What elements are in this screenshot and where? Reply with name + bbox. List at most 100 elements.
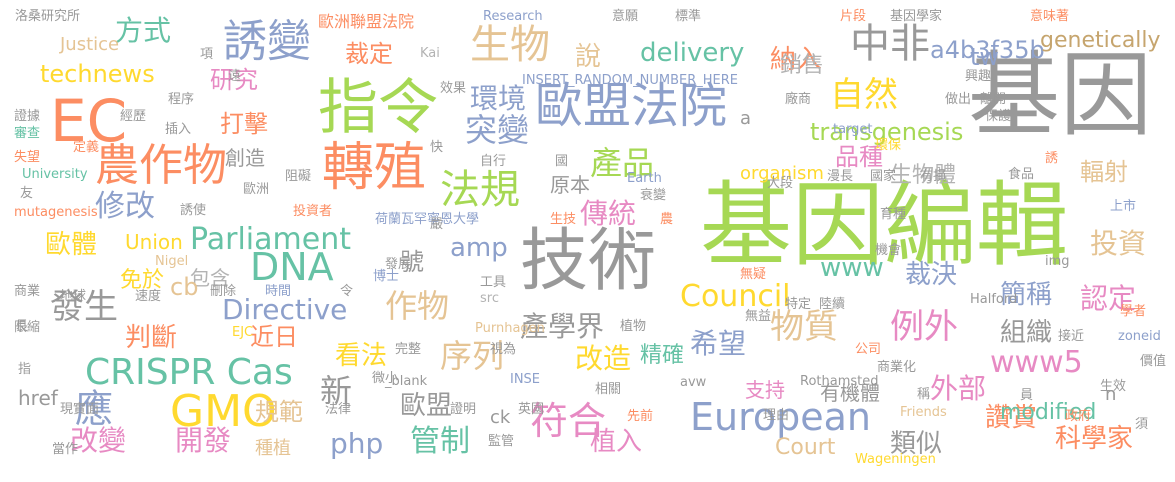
cloud-word: 應: [75, 387, 114, 431]
cloud-word: Parliament: [190, 222, 351, 257]
cloud-word: 做出: [945, 92, 972, 107]
cloud-word: 程序: [168, 92, 195, 107]
cloud-word: 簡稱: [1000, 280, 1053, 310]
cloud-word: 經歷: [120, 109, 147, 124]
cloud-word: 須: [1135, 417, 1149, 432]
cloud-word: php: [330, 427, 384, 460]
cloud-word: 食品: [1008, 167, 1035, 182]
cloud-word: Justice: [60, 34, 120, 55]
cloud-word: 洛桑研究所: [15, 9, 81, 24]
cloud-word: 先前: [627, 409, 654, 424]
cloud-word: Kai: [420, 46, 440, 61]
cloud-word: European: [690, 395, 872, 439]
cloud-word: 說: [575, 42, 602, 72]
cloud-word: Research: [483, 9, 543, 24]
cloud-word: 失望: [14, 150, 41, 165]
cloud-word: 插入: [165, 122, 192, 137]
cloud-word: 裁定: [345, 40, 393, 68]
cloud-word: 法律: [325, 402, 352, 417]
cloud-word: 產學界: [520, 310, 605, 343]
cloud-word: 判斷: [125, 323, 178, 353]
cloud-word: 支持: [745, 378, 785, 402]
cloud-word: 生物: [470, 22, 550, 68]
cloud-word: INSE: [510, 372, 541, 387]
cloud-word: 刪除: [210, 284, 237, 299]
cloud-word: 類似: [890, 429, 943, 459]
cloud-word: 方式: [115, 14, 172, 47]
cloud-word: 生技: [550, 212, 577, 227]
cloud-word: 商業化: [877, 360, 917, 375]
cloud-word: 技術: [520, 222, 657, 301]
cloud-word: 保護: [985, 109, 1012, 124]
cloud-word: 打擊: [220, 110, 268, 138]
cloud-word: cb: [170, 273, 199, 301]
cloud-word: 誘使: [180, 203, 207, 218]
cloud-word: 誘變: [223, 16, 311, 67]
cloud-word: 理由: [763, 408, 790, 423]
cloud-word: 意願: [612, 9, 639, 24]
cloud-word: 項: [200, 47, 214, 62]
cloud-word: 原本: [550, 173, 590, 197]
cloud-word: technews: [40, 60, 155, 88]
cloud-word: amp: [450, 233, 508, 263]
cloud-word: transgenesis: [810, 118, 964, 146]
cloud-word: 地球: [60, 289, 87, 304]
cloud-word: 基因編輯: [700, 172, 1069, 279]
cloud-word: INSERT_RANDOM_NUMBER_HERE: [522, 73, 738, 88]
cloud-word: 讚賞: [985, 403, 1038, 433]
cloud-word: 歐洲: [243, 182, 270, 197]
cloud-word: Purnhagen: [475, 321, 545, 336]
cloud-word: 投資者: [293, 204, 333, 219]
cloud-word: 免於: [120, 268, 165, 293]
cloud-word: University: [22, 167, 88, 182]
cloud-word: 員: [1020, 388, 1034, 403]
cloud-word: 速度: [135, 289, 162, 304]
cloud-word: avw: [680, 375, 707, 390]
cloud-word: zoneid: [1118, 329, 1161, 344]
cloud-word: Union: [125, 230, 183, 254]
cloud-word: 認定: [1080, 282, 1137, 315]
cloud-word: 改造: [575, 342, 632, 375]
cloud-word: 有機體: [820, 381, 880, 405]
cloud-word: 當作: [52, 442, 79, 457]
cloud-word: 限縮: [14, 320, 41, 335]
cloud-word: 植物: [620, 319, 647, 334]
cloud-word: 育種: [880, 207, 907, 222]
cloud-word: src: [480, 291, 499, 306]
cloud-word: 作物: [385, 287, 450, 325]
cloud-word: 離開: [980, 92, 1007, 107]
cloud-word: 環保: [875, 138, 902, 153]
cloud-word: 改變: [70, 424, 127, 457]
cloud-word: 物質: [770, 307, 838, 347]
cloud-word: 定義: [73, 140, 100, 155]
cloud-word: Court: [775, 435, 836, 460]
cloud-word: 陸續: [819, 297, 846, 312]
cloud-word: 符合: [530, 399, 607, 443]
cloud-word: 意味著: [1030, 9, 1070, 24]
cloud-word: target: [833, 122, 873, 137]
cloud-word: 歐盟: [400, 391, 453, 421]
cloud-word: 歐洲聯盟法院: [318, 12, 415, 31]
cloud-word: href: [18, 386, 58, 410]
cloud-word: a: [740, 108, 752, 129]
cloud-word: 荷蘭瓦罕寧恩大學: [375, 212, 480, 227]
cloud-word: Halford: [970, 292, 1018, 307]
cloud-word: Rothamsted: [800, 374, 879, 389]
cloud-word: GMO: [170, 386, 277, 437]
cloud-word: 法規: [440, 167, 520, 213]
cloud-word: 管制: [410, 424, 470, 459]
cloud-word: 標準: [675, 9, 702, 24]
cloud-word: 漫長: [827, 169, 854, 184]
cloud-word: Council: [680, 279, 791, 314]
cloud-word: organism: [740, 163, 824, 184]
cloud-word: 廠商: [785, 92, 812, 107]
cloud-word: delivery: [640, 38, 745, 68]
cloud-word: 國家: [870, 169, 897, 184]
cloud-word: 號: [400, 248, 424, 276]
cloud-word: 嚴: [430, 217, 444, 232]
cloud-word: 生物體: [890, 163, 957, 188]
cloud-word: 看法: [335, 341, 388, 371]
cloud-word: 產品: [590, 144, 655, 182]
cloud-word: 希望: [690, 327, 747, 360]
